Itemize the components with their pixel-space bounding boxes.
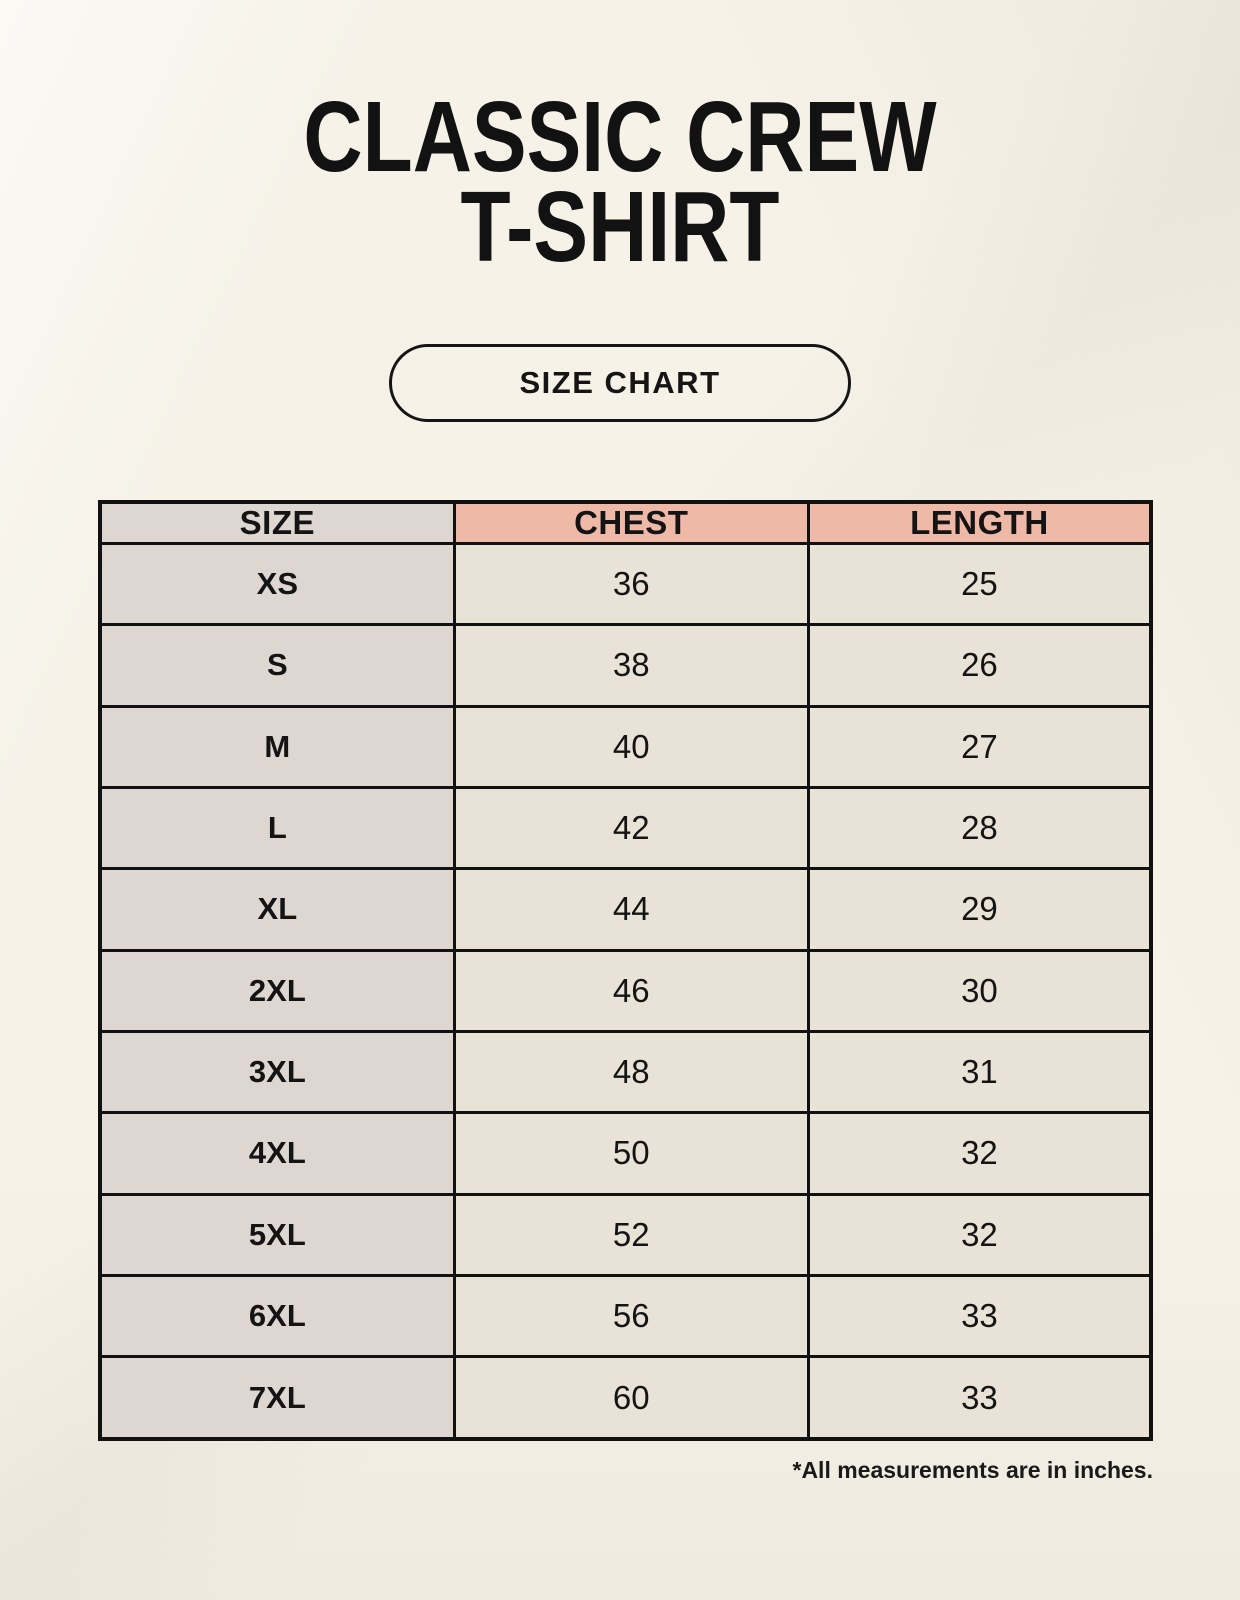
table-row: XL 44 29 [98,867,1153,952]
size-label: 2XL [98,948,456,1033]
chest-value: 60 [452,1355,810,1441]
size-label: 7XL [98,1355,456,1441]
table-row: 5XL 52 32 [98,1192,1153,1277]
column-header-size: SIZE [98,500,456,545]
length-value: 27 [806,704,1153,789]
chest-value: 36 [452,541,810,627]
chest-value: 50 [452,1111,810,1196]
length-value: 32 [806,1111,1153,1196]
table-row: 2XL 46 30 [98,948,1153,1033]
table-row: 7XL 60 33 [98,1355,1153,1441]
size-label: XL [98,867,456,952]
size-label: XS [98,541,456,627]
size-label: M [98,704,456,789]
size-label: 3XL [98,1029,456,1115]
size-chart-button-label: SIZE CHART [519,365,721,400]
length-value: 32 [806,1192,1153,1277]
length-value: 25 [806,541,1153,627]
table-row: S 38 26 [98,623,1153,708]
size-label: 4XL [98,1111,456,1196]
size-label: S [98,623,456,708]
table-row: 3XL 48 31 [98,1029,1153,1115]
table-row: 4XL 50 32 [98,1111,1153,1196]
chest-value: 38 [452,623,810,708]
page-title-line2: T-SHIRT [460,171,780,283]
size-label: 6XL [98,1273,456,1359]
table-row: 6XL 56 33 [98,1273,1153,1359]
chest-value: 48 [452,1029,810,1115]
chest-value: 46 [452,948,810,1033]
size-chart-button[interactable]: SIZE CHART [389,344,851,422]
page-title-line1: CLASSIC CREW [303,81,937,193]
measurements-footnote: *All measurements are in inches. [792,1457,1154,1483]
table-row: XS 36 25 [98,541,1153,627]
length-value: 33 [806,1273,1153,1359]
table-header-row: SIZE CHEST LENGTH [98,500,1153,545]
chest-value: 56 [452,1273,810,1359]
page-title: CLASSIC CREW T-SHIRT [112,0,1129,277]
size-chart-table: SIZE CHEST LENGTH XS 36 25 S 38 26 M 40 … [98,500,1153,1441]
table-row: L 42 28 [98,785,1153,871]
size-label: L [98,785,456,871]
chest-value: 40 [452,704,810,789]
length-value: 26 [806,623,1153,708]
length-value: 30 [806,948,1153,1033]
column-header-chest: CHEST [452,500,810,545]
chest-value: 44 [452,867,810,952]
length-value: 28 [806,785,1153,871]
length-value: 33 [806,1355,1153,1441]
length-value: 29 [806,867,1153,952]
chest-value: 52 [452,1192,810,1277]
table-row: M 40 27 [98,704,1153,789]
length-value: 31 [806,1029,1153,1115]
chest-value: 42 [452,785,810,871]
column-header-length: LENGTH [806,500,1153,545]
size-label: 5XL [98,1192,456,1277]
